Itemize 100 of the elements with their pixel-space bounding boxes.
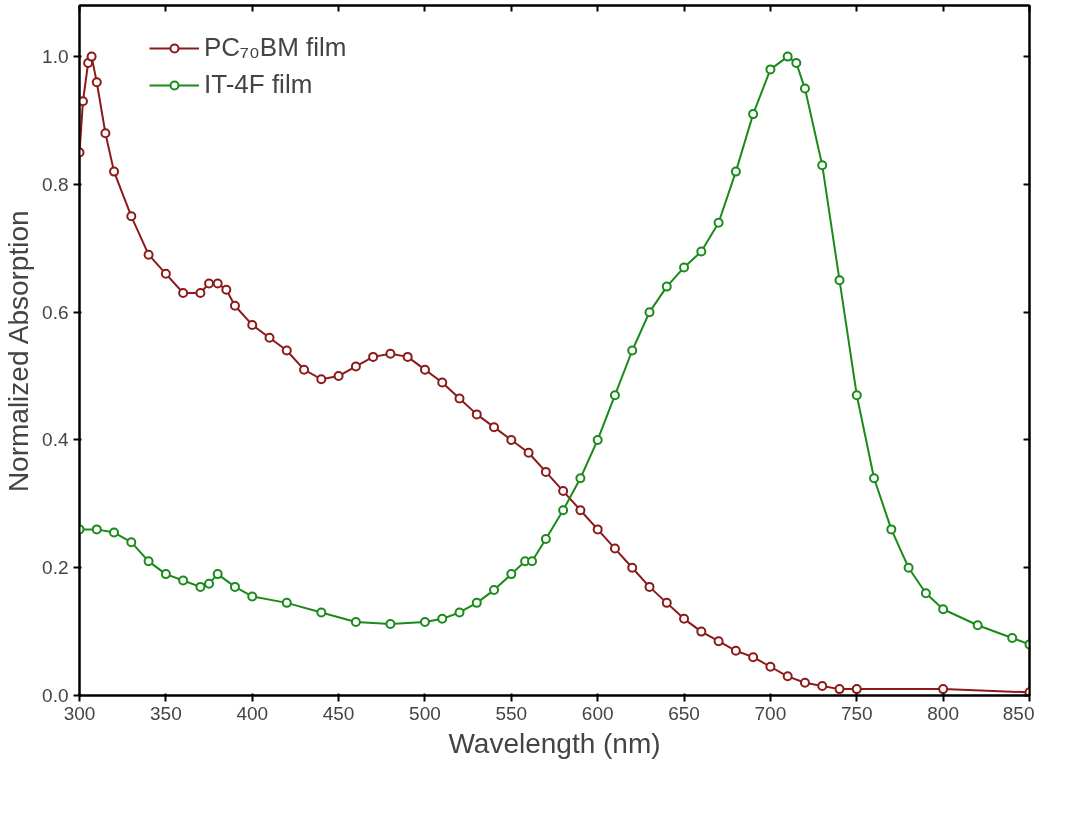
point <box>575 473 586 484</box>
point <box>299 364 310 375</box>
point <box>540 533 551 544</box>
point <box>437 613 448 624</box>
y-tick-label: 0.2 <box>42 557 69 579</box>
point <box>316 374 327 385</box>
point <box>368 351 379 362</box>
point <box>229 300 240 311</box>
point <box>471 409 482 420</box>
point <box>385 348 396 359</box>
point <box>402 351 413 362</box>
x-tick-label: 450 <box>322 702 355 724</box>
point <box>195 288 206 298</box>
point <box>903 562 914 573</box>
point <box>126 537 137 548</box>
point <box>791 58 802 68</box>
point <box>178 288 189 298</box>
point <box>471 597 482 608</box>
point <box>160 268 171 279</box>
point <box>644 307 655 318</box>
point <box>644 581 655 592</box>
legend-label: IT-4F film <box>204 69 313 100</box>
point <box>661 281 672 292</box>
point <box>204 278 215 289</box>
point <box>609 390 620 401</box>
point <box>385 618 396 629</box>
point <box>938 604 949 615</box>
point <box>143 249 154 260</box>
point <box>817 160 828 171</box>
point <box>212 569 223 580</box>
point <box>506 569 517 580</box>
x-tick-label: 800 <box>927 702 959 724</box>
point <box>696 246 707 257</box>
point <box>91 77 102 88</box>
point <box>592 434 603 445</box>
point <box>79 96 88 107</box>
x-tick-label: 500 <box>409 702 441 724</box>
point <box>1007 633 1018 643</box>
point <box>558 505 569 516</box>
point <box>627 345 638 356</box>
point <box>489 585 500 596</box>
point <box>817 680 828 691</box>
point <box>523 447 534 458</box>
point <box>869 473 880 484</box>
point <box>350 361 361 372</box>
point <box>540 466 551 477</box>
point <box>834 684 845 695</box>
point <box>109 166 120 177</box>
point <box>713 636 724 647</box>
point <box>713 217 724 228</box>
point <box>437 377 448 388</box>
point <box>679 262 690 273</box>
point <box>247 319 258 330</box>
point <box>661 597 672 608</box>
point <box>851 390 862 401</box>
point <box>204 578 215 589</box>
point <box>609 543 620 554</box>
point <box>264 332 275 343</box>
point <box>765 64 776 75</box>
point <box>799 677 810 688</box>
x-tick-label: 350 <box>150 702 182 724</box>
point <box>454 607 465 618</box>
point <box>247 591 258 602</box>
x-tick-label: 700 <box>754 702 787 724</box>
point <box>100 128 111 139</box>
y-axis-title: Normalized Absorption <box>3 210 35 493</box>
point <box>748 109 759 120</box>
y-tick-label: 0.6 <box>42 301 69 323</box>
point <box>91 524 102 535</box>
point <box>748 652 759 663</box>
point <box>886 524 897 535</box>
point <box>938 684 949 695</box>
point <box>765 661 776 672</box>
point <box>851 684 862 695</box>
point <box>730 166 741 177</box>
point <box>782 51 793 62</box>
x-tick-label: 650 <box>668 702 700 724</box>
y-tick-label: 0.8 <box>42 173 69 195</box>
point <box>126 211 137 222</box>
y-tick-label: 1.0 <box>42 46 69 68</box>
x-tick-label: 750 <box>840 702 873 724</box>
x-tick-label: 550 <box>495 702 528 724</box>
point <box>799 83 810 94</box>
point <box>350 617 361 628</box>
point <box>920 588 931 599</box>
point <box>696 626 707 637</box>
point <box>160 569 171 580</box>
point <box>109 527 120 538</box>
point <box>143 556 154 567</box>
point <box>558 486 569 497</box>
point <box>281 345 292 356</box>
point <box>834 275 845 286</box>
x-axis-title: Wavelength (nm) <box>448 727 661 759</box>
point <box>782 671 793 682</box>
point <box>419 617 430 628</box>
x-tick-label: 850 <box>1002 702 1035 724</box>
y-tick-label: 0.4 <box>42 429 69 451</box>
point <box>281 597 292 608</box>
point <box>730 645 741 656</box>
point <box>489 422 500 433</box>
